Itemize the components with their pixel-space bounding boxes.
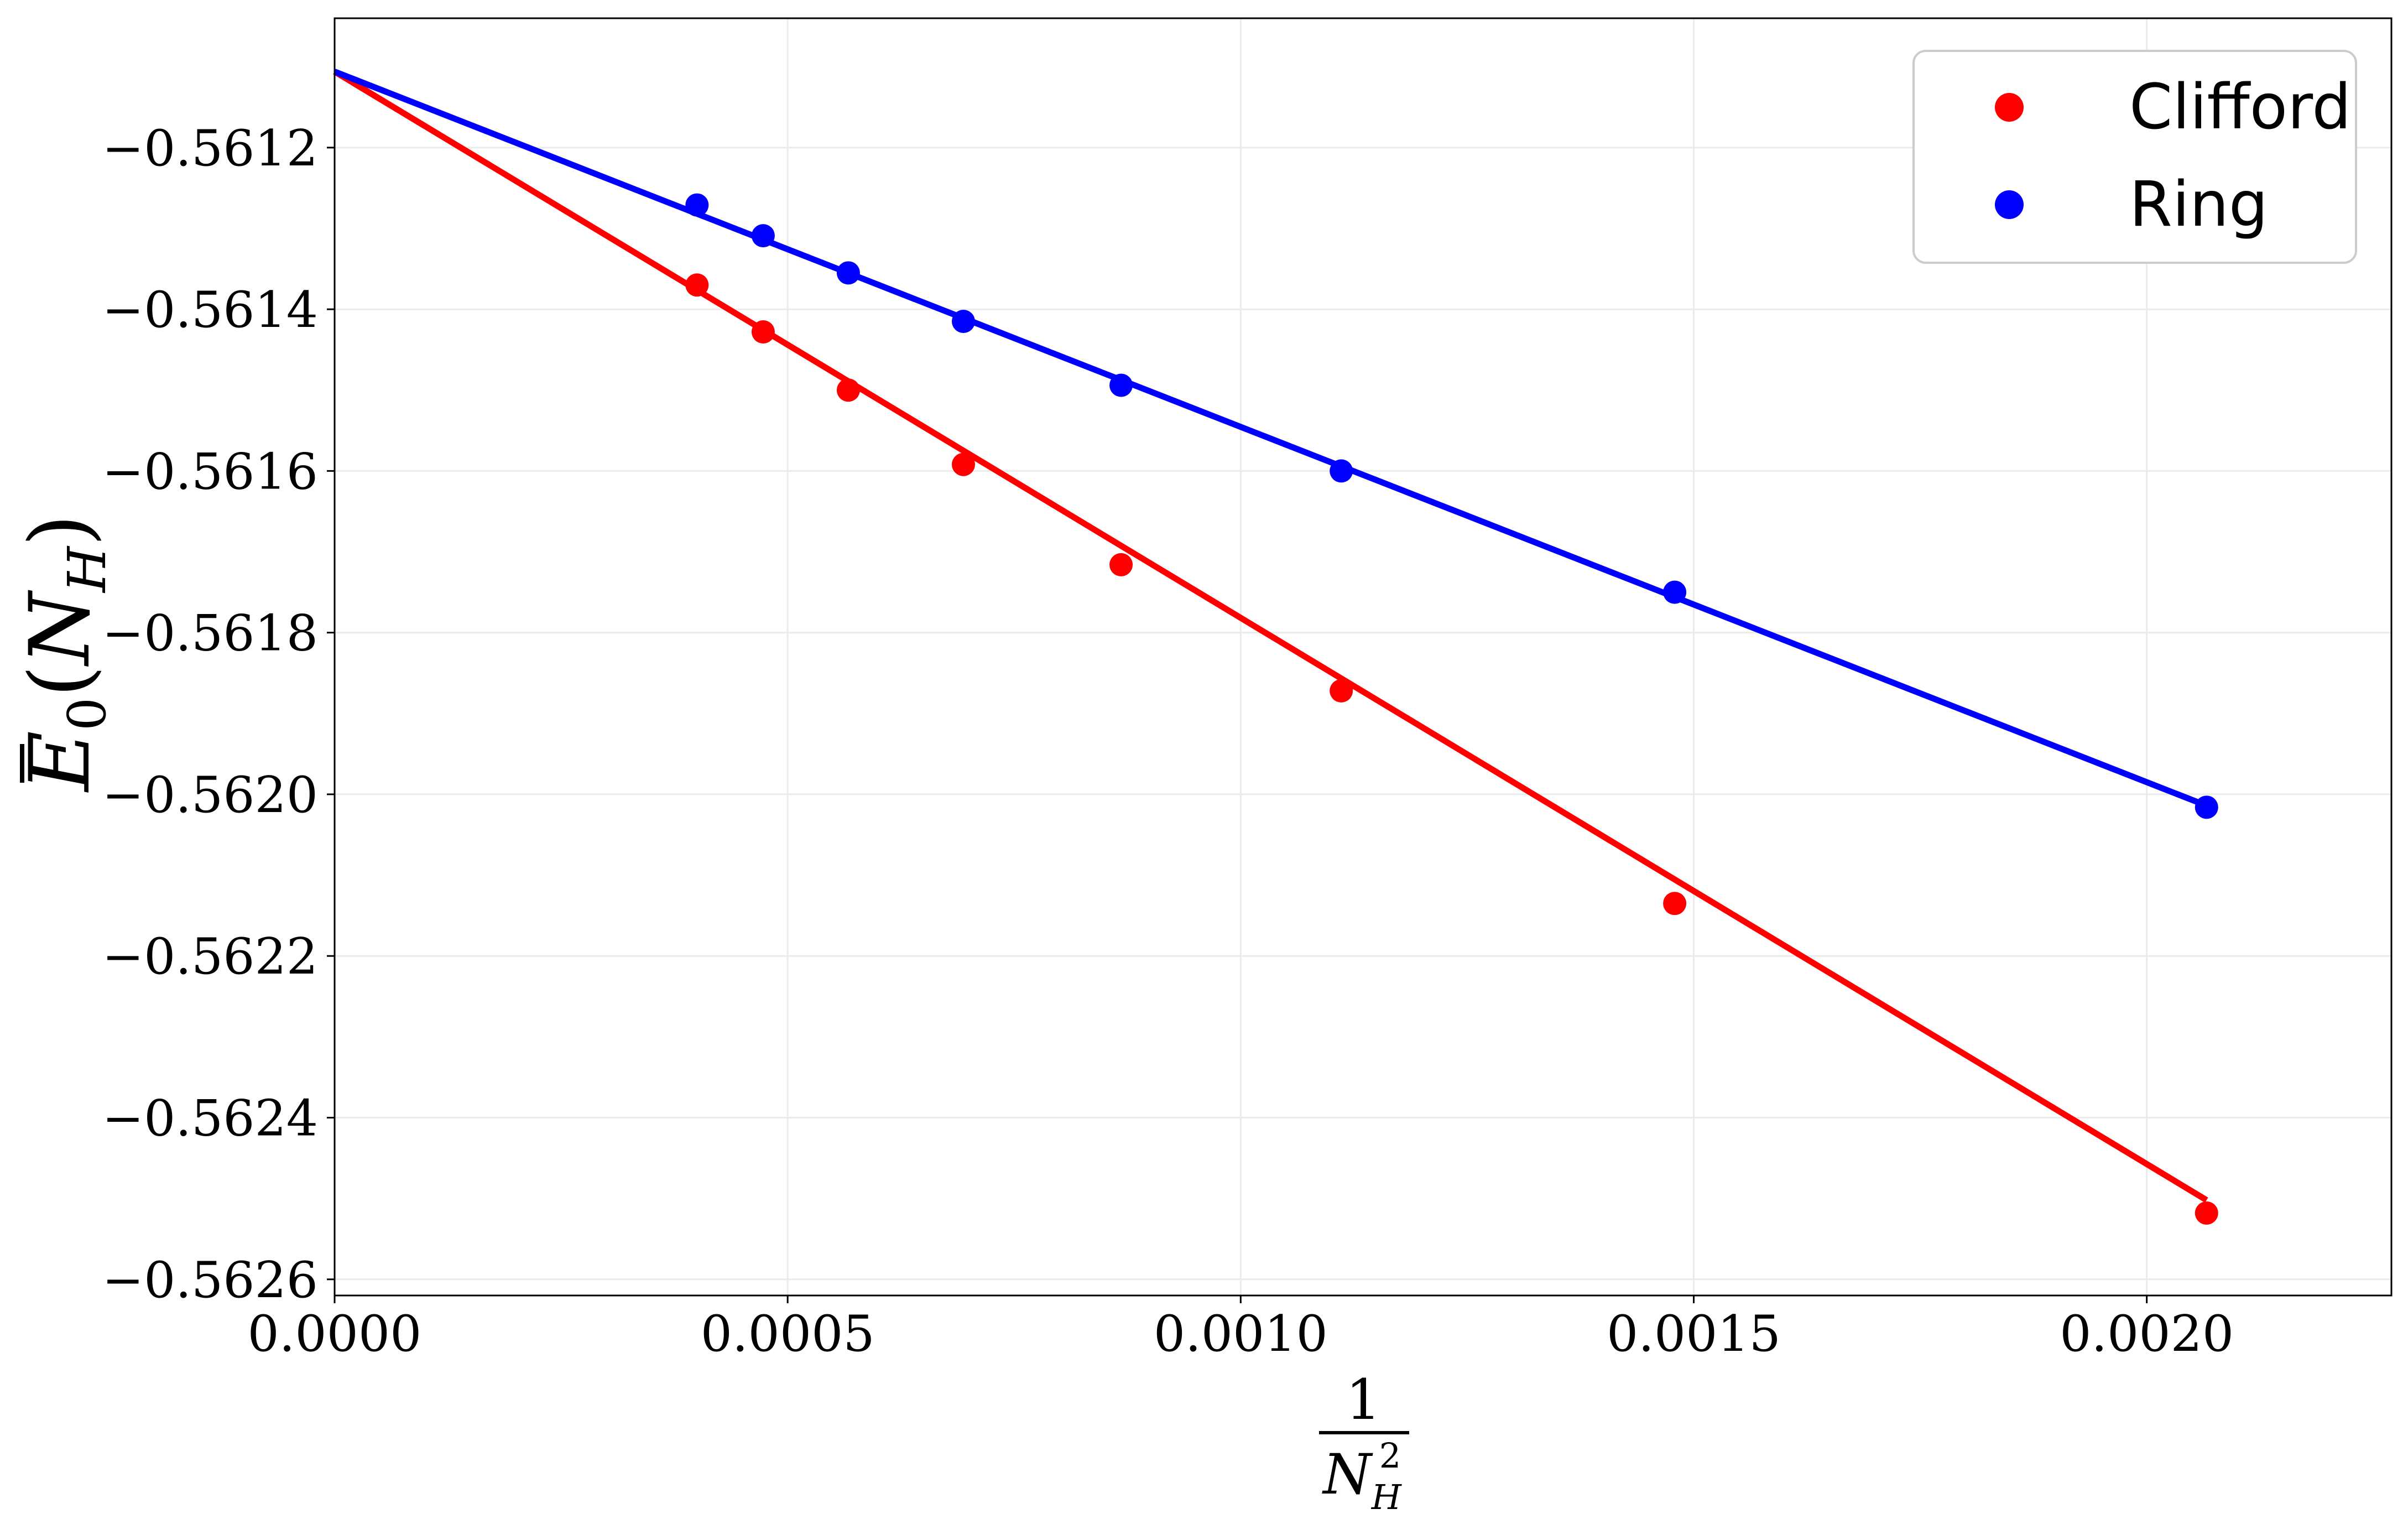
- clifford-data-point: [2195, 1201, 2218, 1225]
- x-tick-label: 0.0005: [701, 1305, 875, 1363]
- ring-data-point: [1663, 580, 1687, 604]
- ring-data-point: [836, 261, 860, 285]
- clifford-fit-line: [333, 69, 2208, 1203]
- ring-data-point: [2195, 795, 2218, 819]
- y-tick-label: −0.5620: [102, 766, 318, 824]
- svg-text:NH2: NH2: [1322, 1435, 1403, 1514]
- x-tick-label: 0.0010: [1154, 1305, 1328, 1363]
- clifford-data-point: [951, 452, 975, 476]
- plot-series: [333, 69, 2218, 1225]
- legend-marker-clifford: [1995, 93, 2024, 122]
- x-axis-label: 1 NH2: [1319, 1367, 1409, 1514]
- svg-text:1: 1: [1346, 1367, 1381, 1432]
- y-tick-label: −0.5614: [102, 281, 318, 339]
- svg-text:E0(NH): E0(NH): [12, 514, 118, 793]
- y-tick-label: −0.5618: [102, 605, 318, 663]
- y-tick-label: −0.5622: [102, 928, 318, 986]
- x-tick-label: 0.0015: [1607, 1305, 1781, 1363]
- legend-box: [1912, 50, 2357, 264]
- axis-ticks: 0.0000 0.0005 0.0010 0.0015 0.0020 −0.5612 −0.…: [102, 119, 2234, 1363]
- y-tick-label: −0.5616: [102, 443, 318, 501]
- ring-data-point: [751, 224, 775, 248]
- legend-label-clifford: Clifford: [2129, 71, 2351, 143]
- x-tick-label: 0.0000: [248, 1305, 422, 1363]
- clifford-data-point: [1109, 553, 1133, 576]
- legend-marker-ring: [1995, 190, 2024, 219]
- ring-data-point: [951, 310, 975, 334]
- y-tick-label: −0.5626: [102, 1251, 318, 1309]
- clifford-data-point: [836, 378, 860, 402]
- legend: Clifford Ring: [1912, 50, 2357, 264]
- y-tick-label: −0.5612: [102, 119, 318, 178]
- ring-data-point: [685, 193, 709, 217]
- grid: [333, 18, 2391, 1296]
- clifford-data-point: [685, 273, 709, 297]
- ring-data-point: [1109, 373, 1133, 397]
- clifford-data-point: [751, 320, 775, 344]
- plot-frame: [333, 17, 2393, 1297]
- y-tick-label: −0.5624: [102, 1089, 318, 1147]
- ring-fit-line: [333, 69, 2208, 809]
- legend-label-ring: Ring: [2129, 169, 2268, 241]
- clifford-data-point: [1663, 892, 1687, 915]
- y-axis-label: E0(NH): [12, 514, 118, 793]
- ring-data-point: [1330, 459, 1353, 483]
- x-tick-label: 0.0020: [2060, 1305, 2234, 1363]
- clifford-data-point: [1330, 679, 1353, 703]
